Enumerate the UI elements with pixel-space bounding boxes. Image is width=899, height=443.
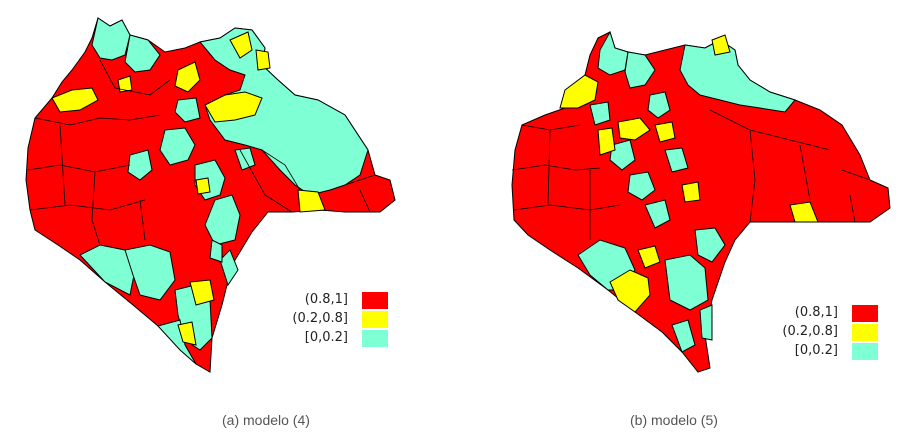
region-south-b4 (671, 319, 696, 353)
region-north-b1 (597, 30, 629, 76)
region-yellow-a9 (117, 75, 133, 93)
region-yellow-b1 (559, 74, 599, 109)
legend-item-high: (0.8,1] (766, 305, 878, 323)
legend-label: [0,0.2] (794, 343, 838, 358)
region-center-b2 (609, 139, 636, 171)
region-center-a4 (174, 97, 201, 123)
region-yellow-a8 (177, 321, 197, 346)
caption-a: (a) modelo (4) (222, 412, 310, 428)
legend-swatch-mid (852, 324, 878, 341)
region-yellow-a5 (255, 49, 271, 71)
region-center-b1 (647, 91, 671, 119)
region-north-a1 (91, 17, 131, 61)
region-center-a6 (209, 239, 223, 263)
legend-item-low: [0,0.2] (278, 330, 388, 348)
mid-regions-a (51, 31, 326, 346)
mid-regions-b (559, 34, 819, 313)
legend-item-high: (0.8,1] (278, 292, 388, 310)
region-yellow-a6 (297, 189, 326, 213)
region-center-a3 (204, 194, 241, 246)
choropleth-map-a (25, 17, 396, 373)
region-yellow-a10 (195, 177, 211, 195)
legend-label: (0.2,0.8] (292, 311, 348, 326)
region-north-a2 (124, 34, 161, 73)
region-south-a4 (157, 319, 197, 365)
region-south-a2 (124, 244, 176, 301)
map-panel-a: (0.8,1] (0.2,0.8] [0,0.2] (a) modelo (4) (0, 0, 440, 443)
region-yellow-a2 (204, 91, 263, 123)
legend-item-low: [0,0.2] (766, 343, 878, 361)
region-yellow-a4 (229, 31, 253, 59)
legend-swatch-mid (362, 311, 388, 328)
region-center-b7 (644, 199, 671, 229)
region-yellow-a7 (189, 279, 215, 306)
low-regions-b (577, 30, 796, 353)
region-yellow-b8 (637, 245, 661, 269)
region-center-a1 (159, 127, 196, 166)
map-panel-b: (0.8,1] (0.2,0.8] [0,0.2] (b) modelo (5) (450, 0, 899, 443)
legend-swatch-low (362, 330, 388, 347)
legend-b: (0.8,1] (0.2,0.8] [0,0.2] (766, 305, 878, 365)
legend-label: (0.8,1] (304, 292, 348, 307)
region-south-b3 (699, 304, 713, 341)
region-yellow-a1 (51, 87, 99, 113)
region-yellow-b2 (617, 117, 651, 141)
legend-a: (0.8,1] (0.2,0.8] [0,0.2] (278, 292, 388, 352)
legend-swatch-low (852, 343, 878, 360)
region-yellow-b3 (654, 121, 676, 143)
region-west-a1 (127, 149, 153, 181)
legend-item-mid: (0.2,0.8] (766, 324, 878, 342)
caption-b: (b) modelo (5) (630, 412, 718, 428)
region-yellow-a3 (174, 61, 201, 93)
region-south-b2 (664, 254, 709, 311)
region-yellow-b4 (597, 127, 616, 156)
region-center-b4 (664, 147, 689, 173)
legend-label: [0,0.2] (304, 330, 348, 345)
region-center-b6 (589, 101, 611, 126)
region-yellow-b9 (711, 34, 731, 56)
region-yellow-b5 (681, 181, 701, 203)
legend-swatch-high (852, 305, 878, 322)
legend-label: (0.2,0.8] (782, 324, 838, 339)
choropleth-map-b (511, 30, 891, 373)
region-yellow-b6 (789, 201, 819, 223)
region-center-b5 (694, 227, 726, 263)
legend-item-mid: (0.2,0.8] (278, 311, 388, 329)
legend-label: (0.8,1] (794, 305, 838, 320)
region-east-a1 (219, 249, 239, 287)
legend-swatch-high (362, 292, 388, 309)
region-yellow-b7 (609, 269, 651, 313)
region-north-b2 (624, 51, 656, 89)
red-borders-b (511, 109, 871, 240)
region-center-b3 (627, 171, 656, 201)
red-borders-a (27, 59, 376, 246)
